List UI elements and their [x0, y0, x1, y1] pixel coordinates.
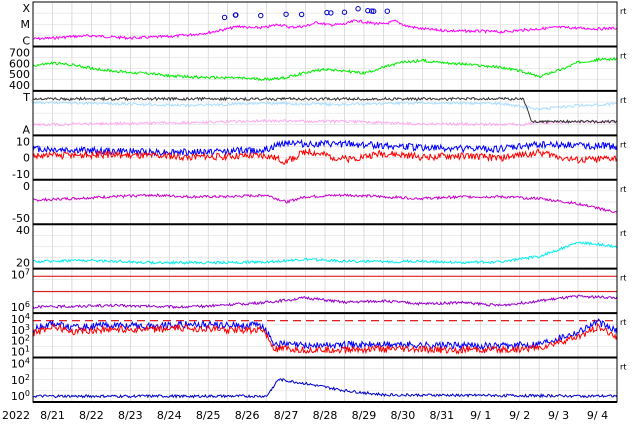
x-tick-label: 8/29 [352, 409, 377, 422]
x-tick-label: 8/27 [274, 409, 299, 422]
y-tick-label: A [22, 123, 30, 136]
y-tick-label: 400 [9, 79, 30, 92]
y-tick-label: 104 [11, 357, 30, 371]
x-tick-label: 8/25 [196, 409, 221, 422]
panel-frames [32, 1, 618, 403]
x-tick-label: 9/ 3 [548, 409, 569, 422]
series-layer [33, 6, 617, 399]
temperature-series-0 [33, 294, 617, 310]
y-tick-label: 700 [9, 46, 30, 59]
x-tick-label: 9/ 4 [587, 409, 608, 422]
y-tick-label: 20 [16, 257, 30, 270]
x-tick-label: 9/ 1 [470, 409, 491, 422]
y-tick-label: 103 [11, 323, 30, 337]
y-tick-label: 104 [11, 312, 30, 326]
x-tick-label: 8/30 [391, 409, 416, 422]
wind_speed-series-0 [33, 56, 617, 82]
y-tick-label: 102 [11, 334, 30, 348]
corner-mark: rt [620, 7, 626, 16]
y-tick-label: 101 [11, 345, 30, 359]
corner-mark: rt [620, 140, 626, 149]
t_a-series-1 [33, 118, 617, 127]
corner-mark: rt [620, 318, 626, 327]
flare-marker [369, 8, 375, 14]
y-tick-label: T [22, 91, 30, 104]
y-tick-label: C [22, 34, 30, 47]
x-tick-label: 8/26 [235, 409, 260, 422]
y-tick-label: M [21, 18, 31, 31]
t_a-series-0 [33, 99, 617, 112]
x-tick-label: 8/24 [157, 409, 182, 422]
grid [32, 2, 618, 402]
flare-marker [233, 12, 239, 18]
x-tick-label: 8/21 [40, 409, 65, 422]
y-tick-label: 0 [23, 180, 30, 193]
y-tick-label: 102 [11, 373, 30, 387]
x-tick-label: 8/28 [313, 409, 338, 422]
x-tick-label: 8/23 [118, 409, 143, 422]
y-tick-label: 100 [11, 389, 30, 403]
y-tick-label: 10 [16, 135, 30, 148]
axis-labels: XMCrt700600500400rtTArt100-10rt0-50rt402… [2, 2, 626, 422]
flare-marker [341, 9, 348, 15]
electron_flux-series-0 [33, 378, 617, 399]
b_field-series-1 [33, 148, 617, 166]
y-tick-label: 0 [23, 152, 30, 165]
y-tick-label: 40 [16, 224, 30, 237]
corner-mark: rt [620, 96, 626, 105]
b_field-series-0 [33, 138, 617, 157]
corner-mark: rt [620, 274, 626, 283]
y-tick-label: 106 [11, 300, 30, 314]
flare-marker [370, 8, 377, 14]
flare-marker [298, 11, 305, 18]
year-label: 2022 [2, 409, 30, 422]
y-tick-label: 600 [9, 57, 30, 70]
proton_flux-series-0 [33, 318, 617, 351]
flare-marker [283, 11, 289, 17]
corner-mark: rt [620, 185, 626, 194]
y-tick-label: 107 [11, 268, 30, 282]
y-tick-label: -50 [12, 212, 30, 225]
corner-mark: rt [620, 229, 626, 238]
flare-marker [355, 6, 361, 12]
y-tick-label: X [22, 2, 30, 15]
t_a-series-2 [33, 96, 617, 125]
flare-series-0 [33, 19, 617, 41]
flare-marker [221, 14, 228, 21]
y-tick-label: 500 [9, 68, 30, 81]
flare-marker [384, 8, 390, 14]
density-series-0 [33, 240, 617, 265]
x-tick-label: 8/22 [79, 409, 104, 422]
corner-mark: rt [620, 363, 626, 372]
flare-marker [258, 12, 264, 19]
flare-marker [328, 10, 334, 16]
x-tick-label: 9/ 2 [509, 409, 530, 422]
proton_flux-series-1 [33, 322, 617, 355]
theta-series-0 [33, 192, 617, 214]
y-tick-label: -10 [12, 168, 30, 181]
x-tick-label: 8/31 [429, 409, 454, 422]
corner-mark: rt [620, 51, 626, 60]
